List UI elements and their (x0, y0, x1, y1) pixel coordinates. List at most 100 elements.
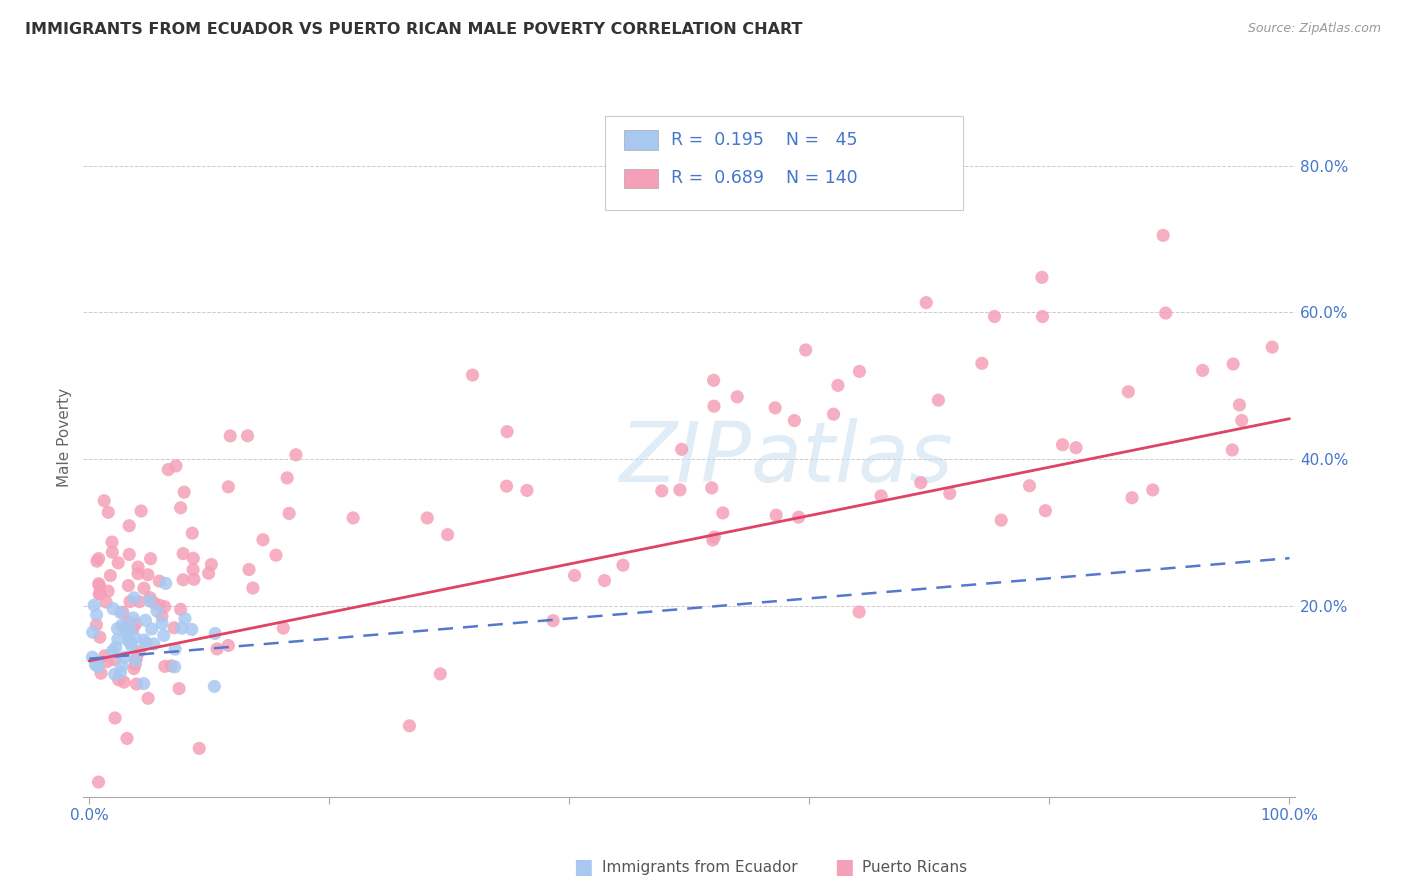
Point (157, 462, 180, 476)
Point (111, 605, 134, 619)
Point (416, 511, 439, 525)
Point (217, 480, 239, 494)
Point (83, 598, 105, 612)
Point (1220, 442, 1243, 457)
Point (93, 493, 115, 508)
Point (173, 485, 195, 500)
Point (188, 741, 211, 756)
Point (86, 607, 108, 622)
Point (101, 644, 124, 658)
Point (160, 658, 183, 673)
Point (84, 657, 107, 672)
Point (89, 586, 111, 600)
Point (219, 429, 242, 443)
Point (1118, 384, 1140, 399)
Text: R =  0.195    N =   45: R = 0.195 N = 45 (671, 131, 858, 149)
Point (117, 578, 139, 592)
Point (702, 533, 724, 547)
Point (1064, 441, 1087, 455)
Point (970, 356, 993, 370)
Point (1222, 357, 1244, 371)
Point (89, 579, 111, 593)
Point (671, 442, 693, 457)
Point (541, 614, 564, 628)
Point (117, 615, 139, 629)
Point (1035, 504, 1057, 518)
Point (202, 680, 225, 694)
Point (271, 621, 294, 635)
Point (115, 621, 138, 635)
Point (204, 626, 226, 640)
Point (148, 574, 170, 588)
Point (910, 475, 932, 490)
Point (827, 378, 849, 392)
Point (124, 657, 146, 672)
Point (118, 634, 141, 648)
Point (174, 612, 197, 626)
Point (167, 681, 190, 696)
Point (1152, 228, 1174, 243)
Point (703, 399, 725, 413)
Point (90, 666, 112, 681)
Point (100, 568, 122, 582)
Point (170, 621, 193, 635)
Point (104, 711, 127, 725)
Point (703, 530, 725, 544)
Point (124, 631, 146, 645)
Point (1261, 340, 1284, 354)
Point (120, 635, 142, 649)
Point (97, 584, 120, 599)
Point (104, 640, 127, 655)
Point (153, 659, 176, 673)
Text: ■: ■ (834, 857, 853, 877)
Text: R =  0.689    N = 140: R = 0.689 N = 140 (671, 169, 858, 187)
Point (181, 526, 204, 541)
Point (118, 548, 141, 562)
Point (125, 677, 148, 691)
Point (128, 594, 150, 608)
Point (87, 551, 110, 566)
Point (87, 775, 110, 789)
Text: IMMIGRANTS FROM ECUADOR VS PUERTO RICAN MALE POVERTY CORRELATION CHART: IMMIGRANTS FROM ECUADOR VS PUERTO RICAN … (25, 22, 803, 37)
Point (87, 576, 110, 591)
Point (125, 616, 148, 631)
Point (183, 572, 205, 586)
Point (242, 581, 264, 595)
Point (217, 639, 239, 653)
Point (516, 483, 538, 498)
Point (990, 513, 1012, 527)
Point (112, 675, 135, 690)
Point (148, 598, 170, 612)
Point (169, 602, 191, 616)
Point (252, 533, 274, 547)
Point (89, 630, 111, 644)
Point (564, 568, 586, 582)
Point (139, 591, 162, 605)
Point (129, 504, 152, 518)
Point (117, 627, 139, 641)
Point (264, 548, 287, 562)
Point (134, 633, 156, 648)
Point (96, 655, 118, 669)
Point (238, 562, 260, 576)
Point (118, 594, 141, 608)
Point (181, 563, 204, 577)
Point (1121, 491, 1143, 505)
Point (122, 591, 145, 605)
Point (132, 581, 155, 595)
Point (104, 667, 127, 681)
Point (94, 648, 117, 663)
Point (205, 642, 228, 657)
Point (101, 535, 124, 549)
Point (183, 551, 205, 566)
Point (135, 636, 157, 650)
Point (180, 623, 202, 637)
Point (495, 479, 517, 493)
Point (111, 618, 134, 632)
Point (915, 295, 938, 310)
Point (236, 429, 259, 443)
Point (725, 390, 748, 404)
Text: Source: ZipAtlas.com: Source: ZipAtlas.com (1247, 22, 1381, 36)
Point (848, 605, 870, 619)
Point (398, 719, 420, 733)
